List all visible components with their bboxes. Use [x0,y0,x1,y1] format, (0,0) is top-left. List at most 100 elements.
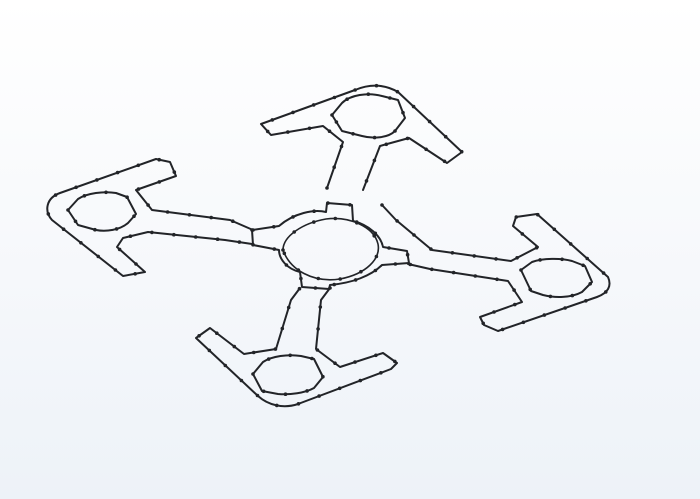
vertex-marker [345,97,349,101]
vertex-marker [388,96,392,100]
vertex-marker [585,256,589,261]
vertex-marker [401,110,405,115]
vertex-marker [373,268,378,273]
vertex-marker [117,247,122,252]
vertex-marker [317,394,321,398]
vertex-marker [318,305,323,309]
vertex-marker [563,306,567,310]
vertex-marker [282,251,287,256]
vertex-marker [251,350,256,355]
vertex-marker [286,305,291,310]
vertex-marker [332,165,337,169]
vertex-marker [333,361,337,366]
vertex-marker [332,282,337,287]
vertex-marker [512,288,516,292]
vertex-marker [239,378,244,383]
vertex-marker [251,242,255,247]
vertex-marker [132,214,136,218]
vertex-marker [46,212,51,216]
vertex-marker [136,187,141,191]
arm-left-pad-outline [67,191,137,232]
vertex-marker [53,193,58,197]
vertex-marker [353,88,357,92]
vertex-marker [353,360,357,364]
vertex-marker [459,149,464,154]
vertex-marker [393,129,397,133]
vertex-marker [379,371,383,375]
vertex-marker [113,268,118,272]
vertex-marker [251,372,255,376]
vertex-marker [296,268,301,272]
vertex-marker [568,242,573,246]
vertex-marker [104,190,108,195]
vertex-marker [528,287,532,292]
vertex-marker [215,331,219,336]
vertex-marker [570,293,575,298]
arm-top [260,84,463,191]
vertex-marker [430,267,434,272]
vertex-marker [316,327,320,331]
arm-top-outline [260,84,463,191]
vertex-marker [395,219,399,223]
vertex-marker [405,252,410,257]
vertex-marker [364,179,369,183]
vertex-marker [326,201,330,205]
vertex-marker [133,272,137,276]
vertex-marker [310,356,314,361]
vertex-marker [395,89,400,94]
vertex-marker [265,129,270,134]
vertex-marker [581,263,585,268]
hub-inner-outline [282,217,380,281]
vertex-marker [286,130,290,134]
vertex-marker [500,327,505,332]
vertex-marker [215,237,220,241]
vertex-marker [451,270,456,275]
vertex-marker [79,241,83,245]
vertex-marker [74,185,78,190]
vertex-marker [338,277,343,281]
arm-right-outline [381,204,611,332]
vertex-marker [538,258,542,262]
vertex-marker [223,363,228,368]
vertex-marker [232,344,237,349]
vertex-marker [521,320,526,325]
vertex-marker [387,246,391,250]
vertex-marker [601,271,606,275]
vertex-marker [96,254,100,259]
vertex-marker [261,389,266,394]
arm-top-pad-outline [331,93,406,139]
arm-bottom [195,287,398,408]
vertex-marker [473,274,478,278]
vertex-marker [359,269,363,274]
vertex-marker [351,132,355,136]
vertex-marker [82,194,87,198]
vertex-marker [552,227,557,232]
vertex-markers [46,83,608,408]
vertex-marker [393,262,398,266]
arm-left [46,158,254,277]
vertex-marker [316,276,321,281]
vertex-marker [288,353,293,358]
vertex-marker [150,230,154,235]
vertex-marker [321,374,325,379]
vertex-marker [157,157,161,162]
vertex-marker [291,110,295,115]
vertex-marker [514,215,519,219]
vertex-marker [307,126,312,131]
vertex-marker [128,234,133,238]
vertex-marker [95,178,99,182]
vertex-marker [61,227,66,231]
vertex-marker [330,113,334,117]
vertex-marker [495,277,499,282]
vertex-marker [125,195,129,199]
vertex-marker [442,159,447,164]
vertex-marker [165,210,170,214]
vertex-marker [284,263,289,267]
vertex-marker [372,135,377,140]
vertex-marker [136,163,141,168]
vertex-marker [187,213,192,217]
vertex-marker [280,326,285,331]
vertex-marker [312,220,316,224]
